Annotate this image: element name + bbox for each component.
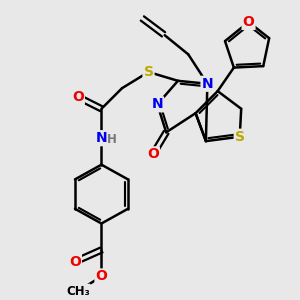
Text: O: O <box>243 15 254 29</box>
Text: N: N <box>202 77 213 91</box>
Text: O: O <box>147 147 159 161</box>
Text: S: S <box>143 65 154 79</box>
Text: S: S <box>235 130 245 144</box>
Text: O: O <box>72 90 84 104</box>
Text: CH₃: CH₃ <box>66 285 90 298</box>
Text: H: H <box>107 133 117 146</box>
Text: O: O <box>69 255 81 269</box>
Text: N: N <box>152 98 163 111</box>
Text: O: O <box>95 269 107 284</box>
Text: N: N <box>96 131 107 145</box>
